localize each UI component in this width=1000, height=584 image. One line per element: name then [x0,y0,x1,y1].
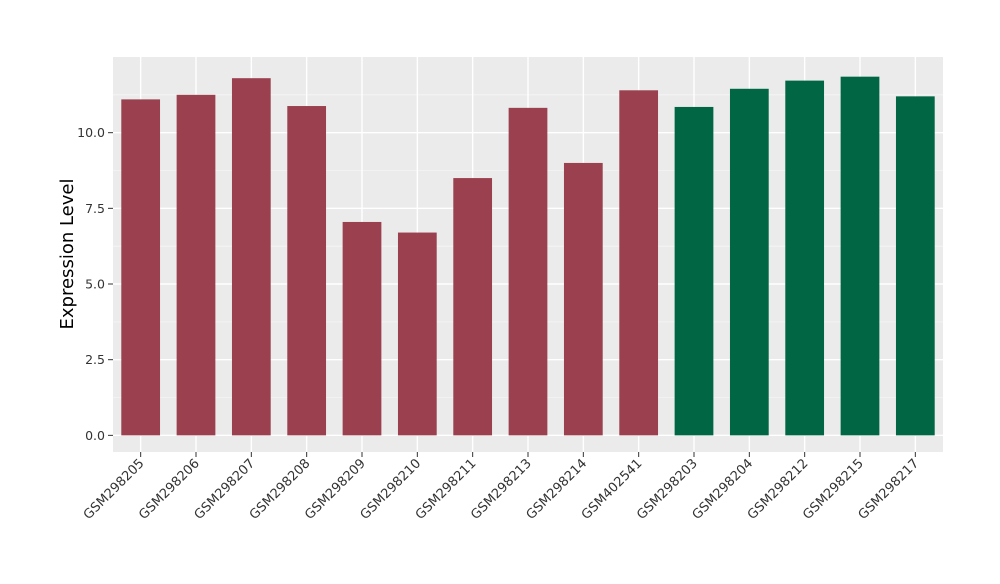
bars [121,76,935,436]
bar-GSM298209 [342,221,382,436]
y-tick-label: 5.0 [85,277,105,292]
bar-GSM298214 [563,162,603,436]
bar-GSM298205 [121,99,161,436]
bar-GSM298210 [397,232,437,436]
bar-GSM298215 [840,76,880,436]
y-axis: 0.0 2.5 5.0 7.5 10.0 [77,125,113,443]
bar-GSM298211 [453,178,493,436]
bar-GSM298204 [729,88,769,436]
y-tick-label: 10.0 [77,125,105,140]
y-tick-label: 7.5 [85,201,105,216]
bar-GSM298207 [231,78,271,436]
x-axis: GSM298205GSM298206GSM298207GSM298208GSM2… [81,452,922,523]
bar-GSM402541 [619,90,659,436]
y-tick-label: 2.5 [85,352,105,367]
bar-GSM298217 [895,96,935,436]
bar-GSM298203 [674,106,714,436]
bar-GSM298206 [176,94,216,436]
y-tick-label: 0.0 [85,428,105,443]
bar-GSM298208 [287,106,327,436]
bar-GSM298213 [508,107,548,436]
bar-GSM298212 [785,80,825,436]
y-axis-title: Expression Level [57,179,78,330]
